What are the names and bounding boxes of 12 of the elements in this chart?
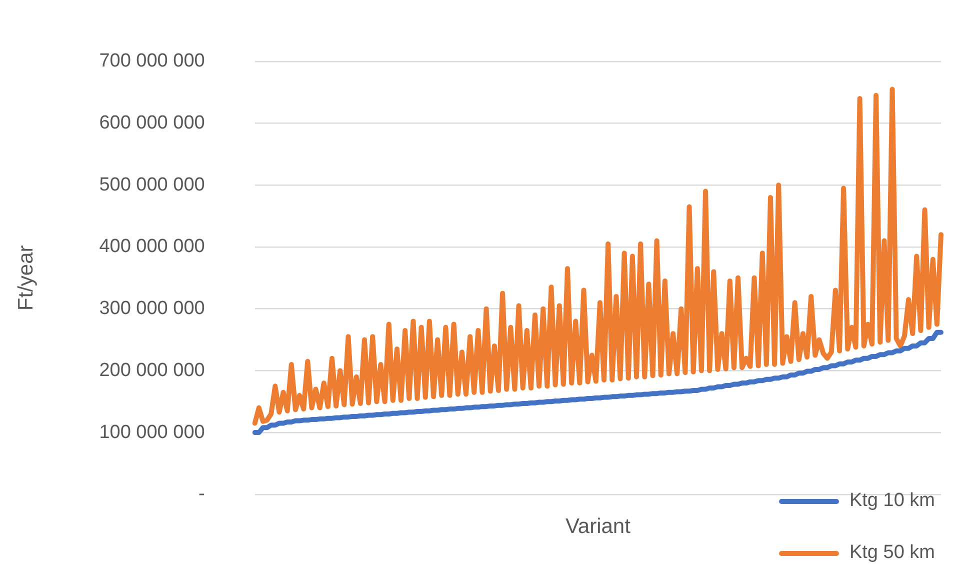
y-tick-label: 300 000 000: [99, 298, 205, 320]
x-axis-title: Variant: [565, 515, 631, 538]
y-tick-label: 400 000 000: [99, 236, 205, 258]
y-tick-label: 700 000 000: [99, 50, 205, 72]
y-tick-label: 600 000 000: [99, 112, 205, 134]
y-tick-label: 200 000 000: [99, 360, 205, 381]
y-tick-label: -: [198, 484, 205, 505]
y-axis-title: Ft/year: [14, 245, 38, 311]
legend-label: Ktg 50 km: [849, 542, 935, 564]
y-tick-label: 100 000 000: [99, 422, 205, 443]
y-tick-label: 500 000 000: [99, 174, 205, 196]
legend-label: Ktg 10 km: [849, 490, 935, 512]
